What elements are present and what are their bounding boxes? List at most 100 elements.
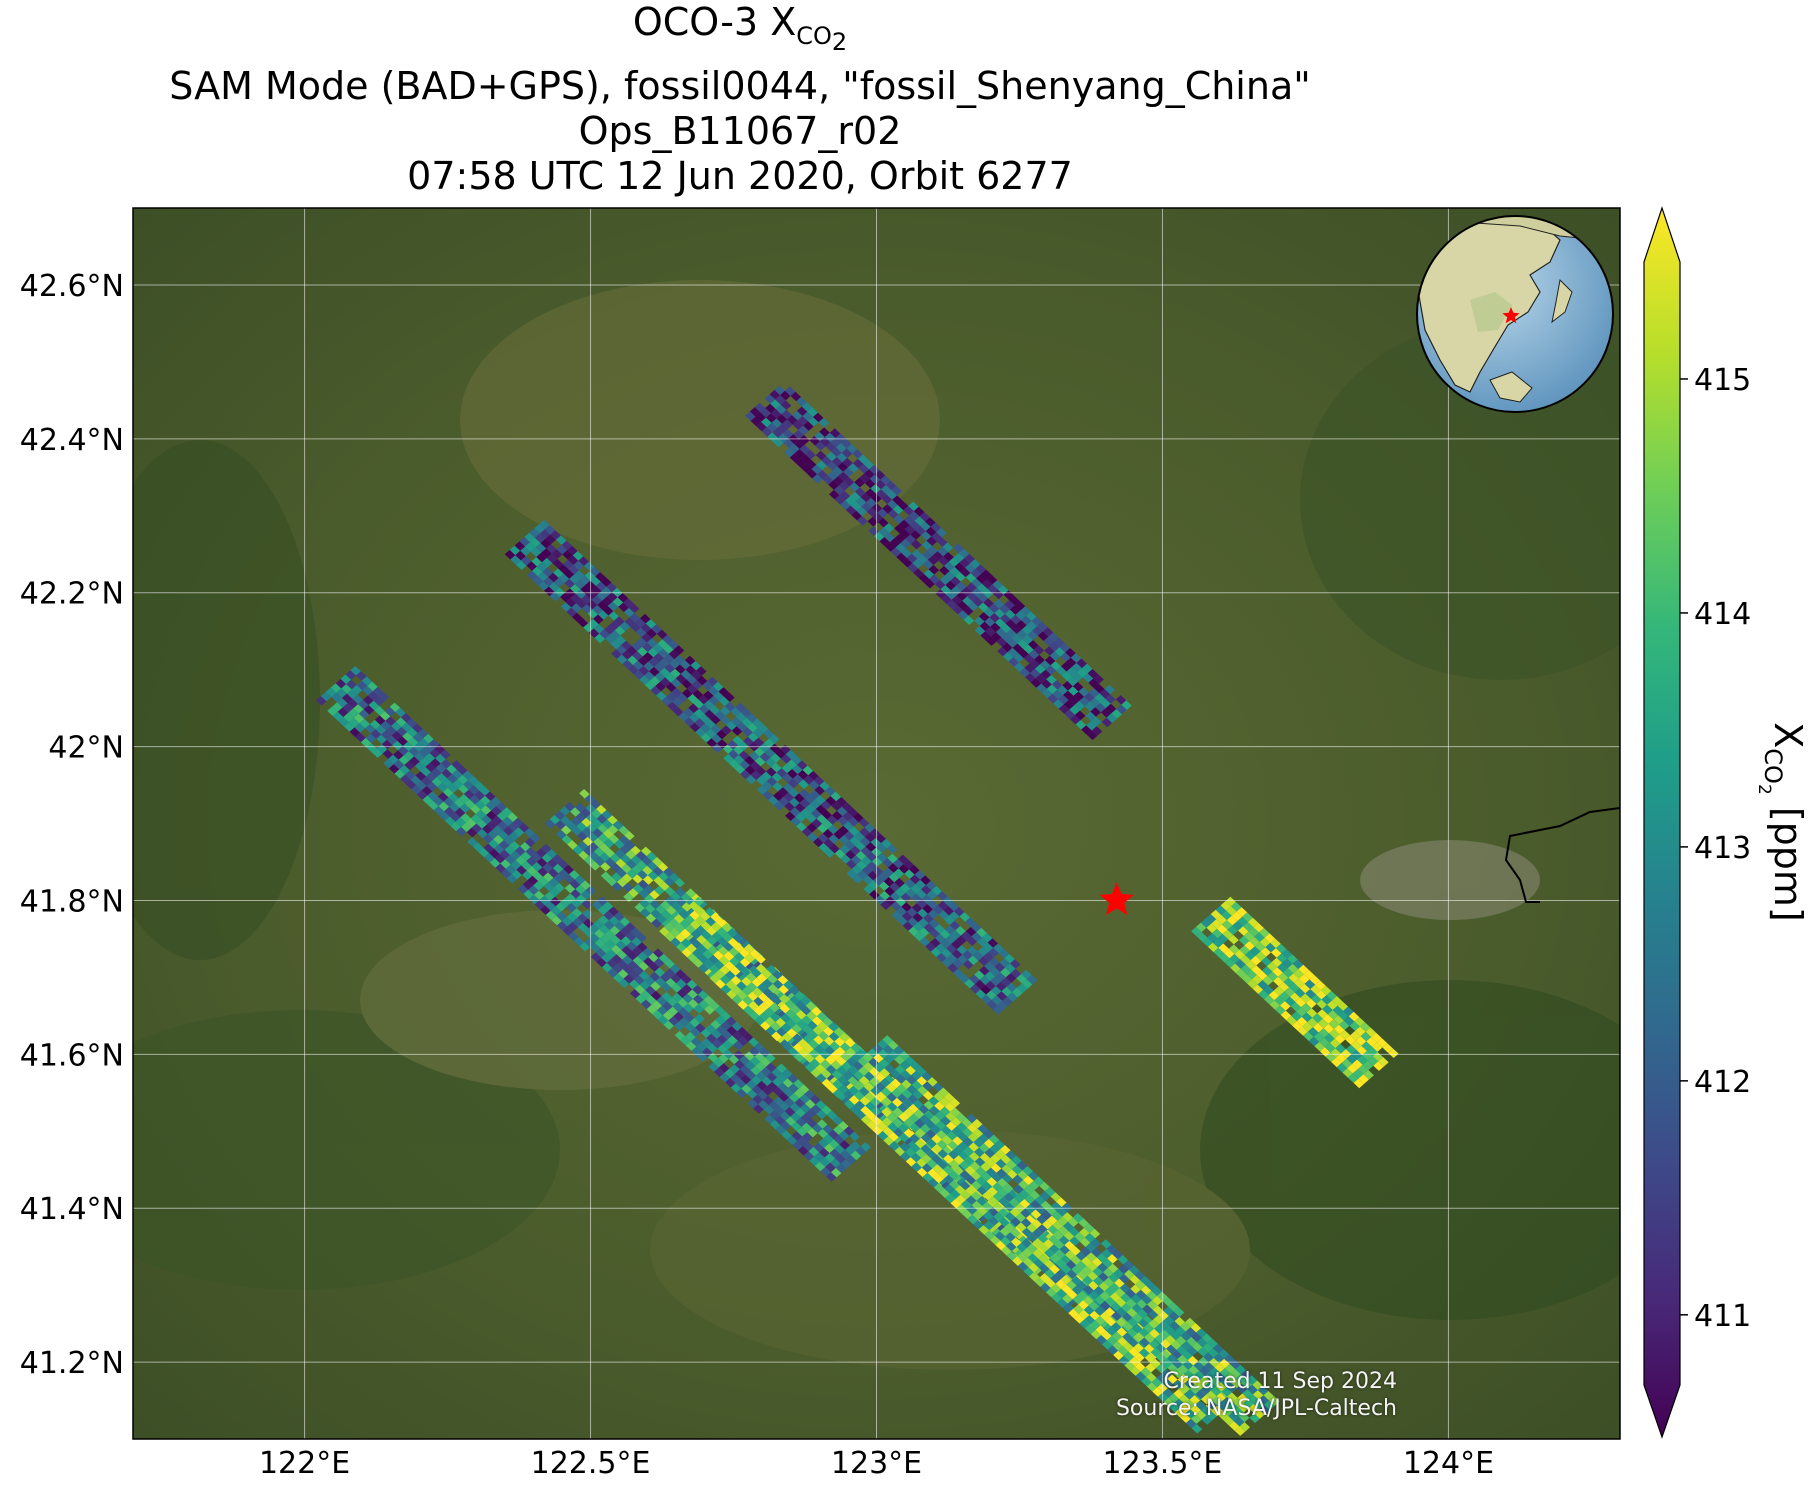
xco2-sounding [913,931,925,942]
xco2-sounding [1146,1372,1157,1383]
xco2-sounding [985,980,996,991]
xco2-sounding [748,1037,759,1047]
xco2-sounding [1182,1360,1194,1370]
xco2-sounding [996,637,1007,647]
xco2-sounding [816,1011,828,1022]
xco2-sounding [1354,1017,1365,1027]
xco2-sounding [802,1034,814,1044]
xco2-sounding [633,965,644,976]
xco2-sounding [939,575,951,585]
xco2-sounding [981,569,992,580]
xco2-sounding [773,1096,785,1106]
xco2-sounding [668,872,680,883]
xco2-sounding [1209,1367,1220,1377]
xco2-sounding [648,962,660,972]
xco2-sounding [817,1128,829,1139]
xco2-sounding [739,1065,751,1075]
xco2-sounding [566,902,577,913]
colorbar-bar [1643,206,1681,1439]
xco2-sounding [1267,971,1278,982]
xco2-sounding [591,595,603,605]
xco2-sounding [1218,943,1229,954]
xco2-sounding [1035,1205,1047,1215]
xco2-sounding [1108,1273,1120,1283]
xco2-sounding [992,1202,1004,1213]
xco2-sounding [650,990,662,1001]
xco2-sounding [684,717,695,727]
xco2-sounding [1053,1239,1065,1250]
xco2-sounding [899,519,910,530]
xco2-sounding [482,824,493,834]
xco2-sounding [688,703,699,713]
xco2-sounding [892,1118,903,1128]
xco2-sounding [771,1031,782,1042]
xco2-sounding [852,874,863,884]
xco2-sounding [845,1145,856,1155]
xco2-sounding [622,882,634,893]
xco2-sounding [473,842,484,853]
xco2-sounding [1028,640,1039,650]
xco2-sounding [663,653,675,664]
xco2-sounding [820,437,831,447]
xco2-sounding [1357,1055,1368,1065]
xco2-sounding [1174,1398,1185,1409]
xco2-sounding [956,1204,967,1214]
xco2-sounding [918,573,930,584]
lat-tick-label: 41.4°N [20,1192,124,1227]
xco2-sounding [817,833,829,843]
xco2-sounding [1118,1346,1129,1356]
xco2-sounding [781,1032,793,1042]
xco2-sounding [803,1043,814,1054]
xco2-sounding [891,1088,902,1098]
xco2-sounding [878,527,890,537]
xco2-sounding [904,515,915,525]
xco2-sounding [1121,700,1132,710]
xco2-sounding [691,1046,703,1057]
xco2-sounding [477,828,488,839]
xco2-sounding [605,857,616,868]
xco2-sounding [678,1007,689,1018]
xco2-sounding [933,1173,944,1184]
xco2-sounding [1243,922,1254,932]
xco2-sounding [1248,1403,1260,1414]
xco2-sounding [548,877,560,888]
xco2-sounding [728,947,740,957]
xco2-sounding [943,1174,955,1185]
xco2-sounding [796,822,807,832]
xco2-sounding [860,846,872,857]
xco2-sounding [627,950,638,961]
xco2-sounding [696,934,707,945]
xco2-sounding [689,910,700,921]
xco2-sounding [1032,626,1043,636]
xco2-sounding [913,506,925,517]
xco2-sounding [822,1124,834,1134]
xco2-sounding [959,1160,970,1170]
xco2-sounding [949,1189,961,1199]
xco2-sounding [520,842,531,852]
xco2-sounding [1204,1371,1216,1382]
xco2-sounding [514,541,526,551]
xco2-sounding [897,1102,909,1113]
xco2-sounding [727,740,739,750]
xco2-sounding [987,938,999,948]
xco2-sounding [953,1145,964,1156]
xco2-sounding [936,1130,947,1140]
xco2-sounding [1094,1306,1105,1316]
xco2-sounding [766,422,778,433]
xco2-sounding [639,970,650,981]
xco2-sounding [1371,1042,1383,1052]
xco2-sounding [518,822,530,833]
xco2-sounding [928,1178,939,1188]
xco2-sounding [780,390,791,401]
xco2-sounding [765,1062,777,1073]
xco2-sounding [456,826,467,837]
xco2-sounding [609,630,621,640]
xco2-sounding [845,496,856,506]
xco2-sounding [984,971,996,981]
xco2-sounding [550,906,562,916]
xco2-sounding [833,1134,845,1145]
xco2-sounding [1016,1222,1027,1232]
xco2-sounding [1089,688,1100,698]
xco2-sounding [789,995,801,1005]
xco2-sounding [940,1116,951,1126]
